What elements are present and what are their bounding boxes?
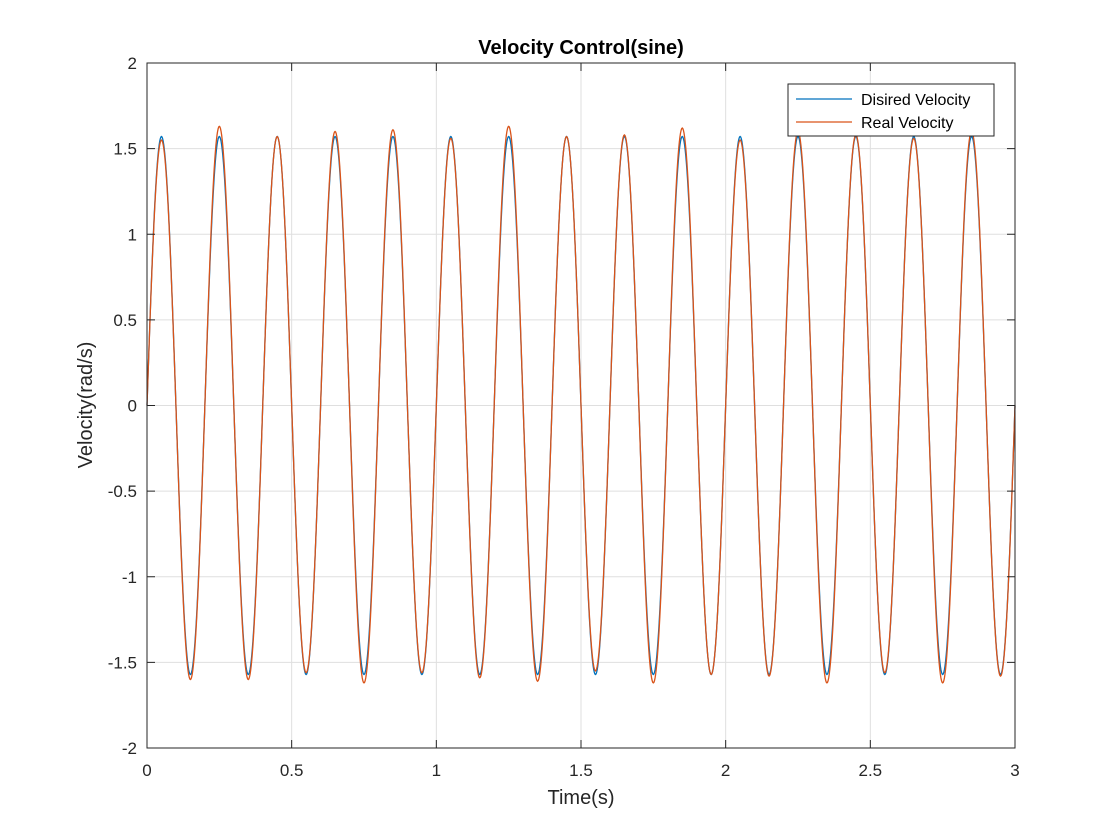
y-tick-label: -2 bbox=[122, 739, 137, 758]
ticks bbox=[146, 62, 1016, 749]
series-line-real-velocity bbox=[146, 125, 1016, 684]
chart-title: Velocity Control(sine) bbox=[478, 37, 684, 59]
y-tick-label: 0 bbox=[128, 397, 137, 416]
x-tick-labels: 0 0.5 1 1.5 2 2.5 3 bbox=[142, 761, 1019, 780]
y-tick-label: -1.5 bbox=[108, 653, 137, 672]
y-axis-label: Velocity(rad/s) bbox=[75, 342, 97, 469]
x-tick-label: 2 bbox=[721, 761, 730, 780]
x-tick-label: 0.5 bbox=[280, 761, 304, 780]
x-tick-label: 1.5 bbox=[569, 761, 593, 780]
x-axis-label: Time(s) bbox=[547, 787, 614, 809]
legend-box bbox=[787, 83, 995, 137]
series-layer bbox=[146, 125, 1016, 684]
x-tick-label: 1 bbox=[432, 761, 441, 780]
y-tick-label: -0.5 bbox=[108, 482, 137, 501]
y-tick-label: 1 bbox=[128, 225, 137, 244]
y-tick-label: 0.5 bbox=[113, 311, 137, 330]
y-tick-label: 2 bbox=[128, 54, 137, 73]
x-tick-label: 0 bbox=[142, 761, 151, 780]
x-tick-label: 3 bbox=[1010, 761, 1019, 780]
legend: Disired Velocity Real Velocity bbox=[787, 83, 995, 137]
y-tick-label: -1 bbox=[122, 568, 137, 587]
legend-label-disired-velocity: Disired Velocity bbox=[861, 92, 970, 109]
y-tick-labels: -2 -1.5 -1 -0.5 0 0.5 1 1.5 2 bbox=[108, 54, 137, 758]
y-tick-label: 1.5 bbox=[113, 140, 137, 159]
x-tick-label: 2.5 bbox=[859, 761, 883, 780]
legend-label-real-velocity: Real Velocity bbox=[861, 115, 954, 132]
